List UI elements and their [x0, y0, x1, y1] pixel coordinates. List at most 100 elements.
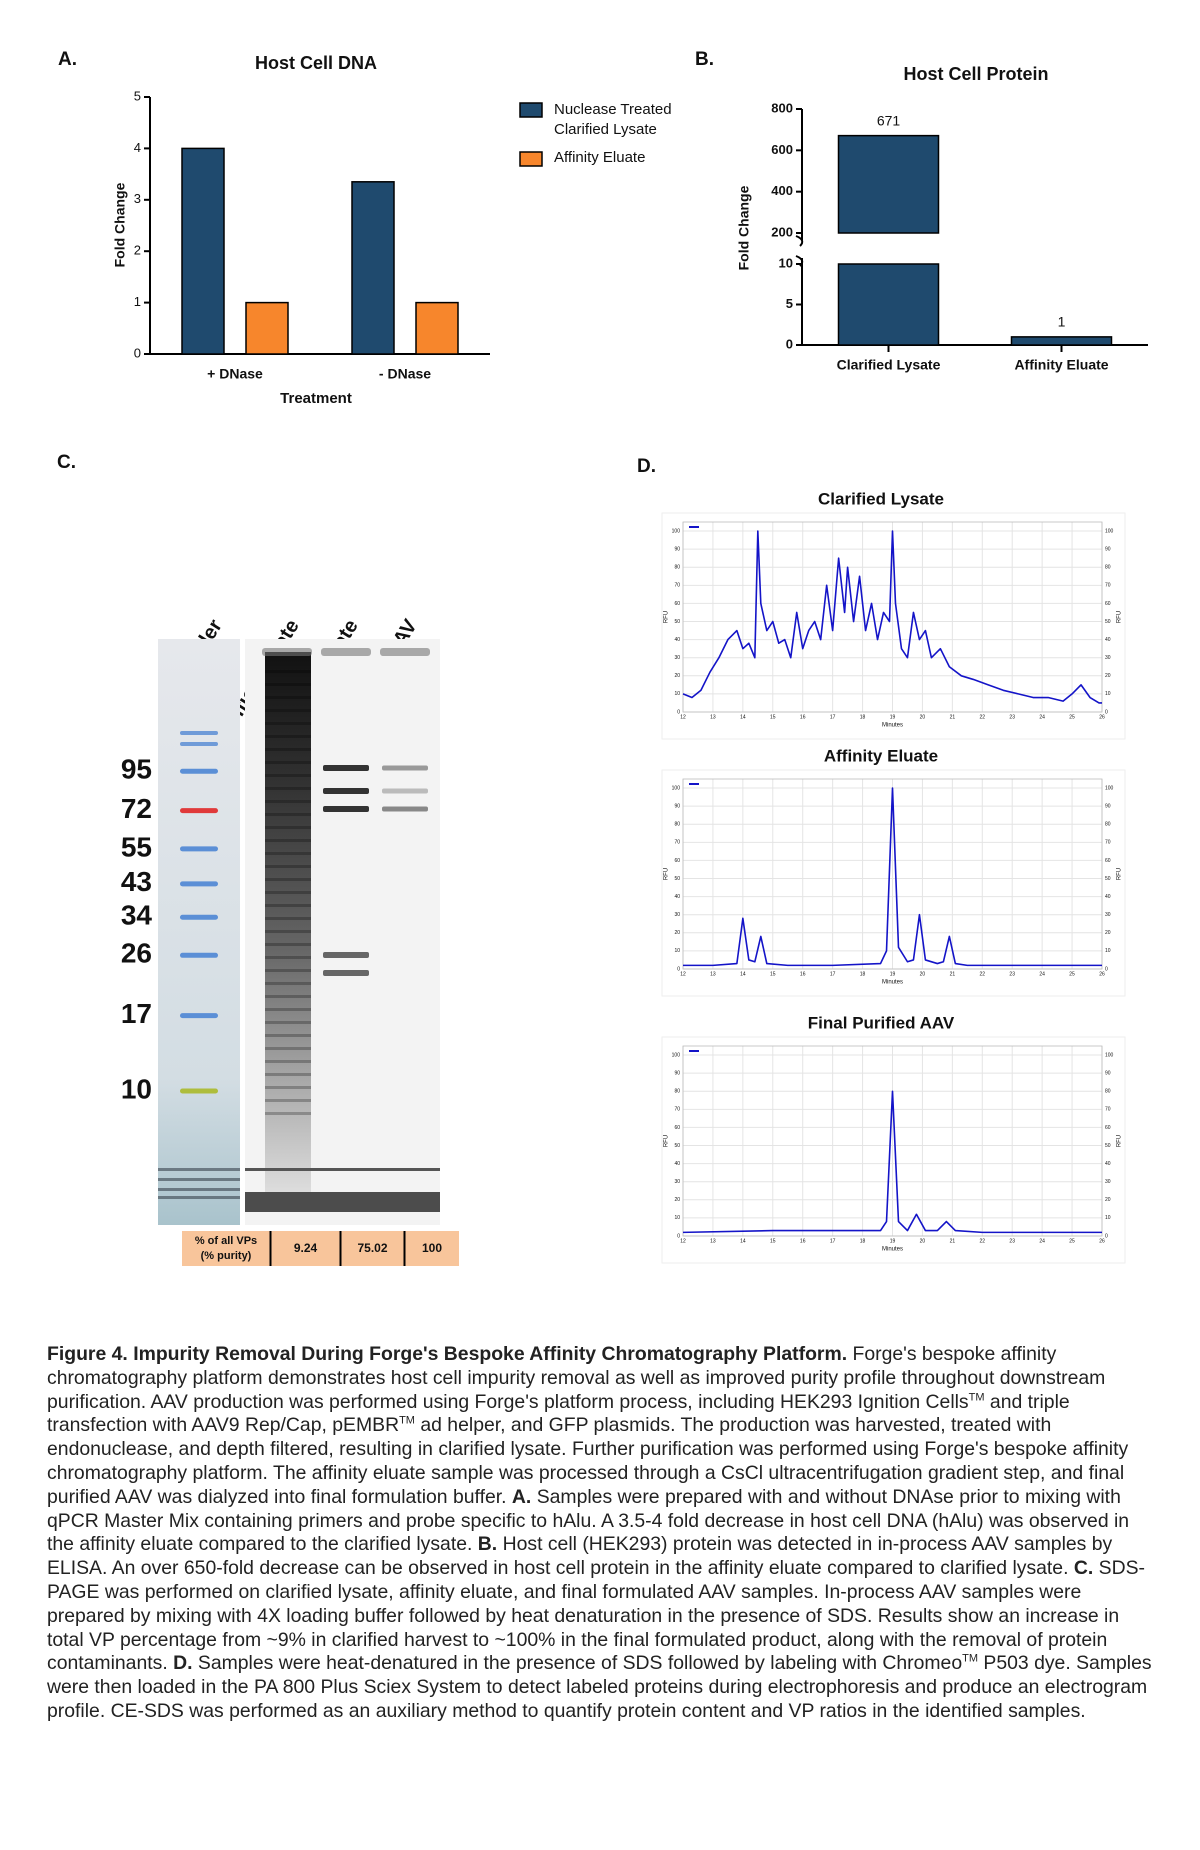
x-tick-label: 18 — [860, 971, 866, 977]
y2-tick-label: 30 — [1105, 1179, 1111, 1185]
y-tick-label: 10 — [674, 1215, 680, 1221]
y2-tick-label: 0 — [1105, 1233, 1108, 1239]
panel-label: D. — [637, 456, 656, 477]
bar — [415, 301, 459, 355]
table-value: 75.02 — [357, 1241, 387, 1255]
gel-band — [323, 970, 369, 976]
y2-tick-label: 30 — [1105, 655, 1111, 661]
gel-smear-band — [265, 1008, 311, 1011]
ladder-band — [180, 914, 218, 920]
caption-text: Samples were heat-denatured in the prese… — [192, 1652, 963, 1675]
gel-smear-band — [265, 774, 311, 777]
y-tick-label: 30 — [674, 912, 680, 918]
y-tick-label: 50 — [674, 876, 680, 882]
y2-tick-label: 40 — [1105, 1161, 1111, 1167]
x-tick-label: 23 — [1009, 971, 1015, 977]
x-tick-label: 17 — [830, 1238, 836, 1244]
y-tick-label: 50 — [674, 619, 680, 625]
bar — [181, 147, 225, 355]
y-tick-label: 20 — [674, 673, 680, 679]
x-tick-label: 20 — [920, 971, 926, 977]
x-tick-label: 25 — [1069, 1238, 1075, 1244]
panel-label: B. — [695, 49, 714, 70]
gel-smear-band — [265, 709, 311, 712]
y-axis-label: Fold Change — [736, 185, 752, 270]
trace-title: Clarified Lysate — [818, 489, 944, 508]
x-tick-label: 18 — [860, 714, 866, 720]
x-tick-label: 22 — [980, 971, 986, 977]
y-tick-label: 80 — [674, 822, 680, 828]
value-label: 671 — [877, 112, 901, 128]
gel-band — [323, 765, 369, 771]
x-tick-label: 12 — [680, 971, 686, 977]
caption-bold: A. — [511, 1485, 532, 1508]
gel-smear-band — [265, 722, 311, 725]
y2-tick-label: 80 — [1105, 565, 1111, 571]
gel-smear-band — [265, 1021, 311, 1024]
gel-smear-band — [265, 787, 311, 790]
y2-tick-label: 30 — [1105, 912, 1111, 918]
y-tick-label: 80 — [674, 1089, 680, 1095]
y2-tick-label: 10 — [1105, 691, 1111, 697]
trace-title: Affinity Eluate — [824, 746, 938, 765]
value-label: 1 — [1058, 314, 1066, 330]
x-tick-label: 26 — [1099, 971, 1105, 977]
caption-text: Forge's bespoke affinity chromatography … — [47, 1343, 1106, 1413]
gel-smear-band — [265, 943, 311, 946]
x-tick-label: 15 — [770, 1238, 776, 1244]
chart-title: Host Cell DNA — [255, 53, 377, 73]
figure-caption: Figure 4. Impurity Removal During Forge'… — [47, 1343, 1155, 1724]
x-tick-label: 17 — [830, 971, 836, 977]
y-tick-label: 70 — [674, 1107, 680, 1113]
gel-smear-band — [265, 1073, 311, 1076]
gel-band — [323, 788, 369, 794]
y2-tick-label: 100 — [1105, 1052, 1114, 1058]
gel-smear-band — [265, 839, 311, 842]
gel-smear-band — [265, 670, 311, 673]
y2-tick-label: 70 — [1105, 1107, 1111, 1113]
x-axis-label: Minutes — [882, 1247, 903, 1253]
caption-bold: D. — [173, 1652, 193, 1675]
y-tick-label: 30 — [674, 655, 680, 661]
gel-band — [382, 765, 428, 771]
y-tick-label: 0 — [677, 1233, 680, 1239]
x-axis-label: Minutes — [882, 980, 903, 986]
y-tick-label: 60 — [674, 1125, 680, 1131]
x-tick-label: - DNase — [379, 366, 431, 382]
y-tick-label: 20 — [674, 1197, 680, 1203]
y-tick-label: 40 — [674, 637, 680, 643]
y-axis-label: Fold Change — [112, 182, 128, 267]
x-tick-label: 14 — [740, 714, 746, 720]
gel-smear-band — [265, 904, 311, 907]
x-tick-label: 21 — [950, 971, 956, 977]
y-tick-label: 2 — [134, 243, 141, 258]
gel-smear-band — [265, 761, 311, 764]
gel-smear-band — [265, 865, 311, 868]
x-tick-label: 16 — [800, 971, 806, 977]
y-tick-label: 800 — [771, 100, 793, 115]
ladder-band — [180, 742, 218, 746]
x-tick-label: Affinity Eluate — [1014, 357, 1108, 373]
y2-tick-label: 60 — [1105, 601, 1111, 607]
caption-bold: B. — [477, 1533, 498, 1556]
panel-label: C. — [57, 452, 76, 473]
x-tick-label: 13 — [710, 1238, 716, 1244]
ladder-band — [180, 1013, 218, 1019]
gel-smear-band — [265, 748, 311, 751]
y-tick-label: 600 — [771, 142, 793, 157]
plot-frame — [661, 1036, 1126, 1264]
caption-text: ad helper, and GFP plasmids. The product… — [47, 1414, 1129, 1508]
y-tick-label: 0 — [677, 709, 680, 715]
axis-break — [795, 235, 804, 247]
y2-tick-label: 50 — [1105, 1143, 1111, 1149]
gel-smear-band — [265, 995, 311, 998]
marker-label: 43 — [121, 866, 152, 897]
x-axis-label: Treatment — [280, 390, 352, 407]
table-cell — [182, 1231, 270, 1266]
y2-tick-label: 70 — [1105, 583, 1111, 589]
marker-label: 17 — [121, 998, 152, 1029]
x-tick-label: 14 — [740, 1238, 746, 1244]
x-tick-label: 15 — [770, 971, 776, 977]
y-tick-label: 400 — [771, 183, 793, 198]
